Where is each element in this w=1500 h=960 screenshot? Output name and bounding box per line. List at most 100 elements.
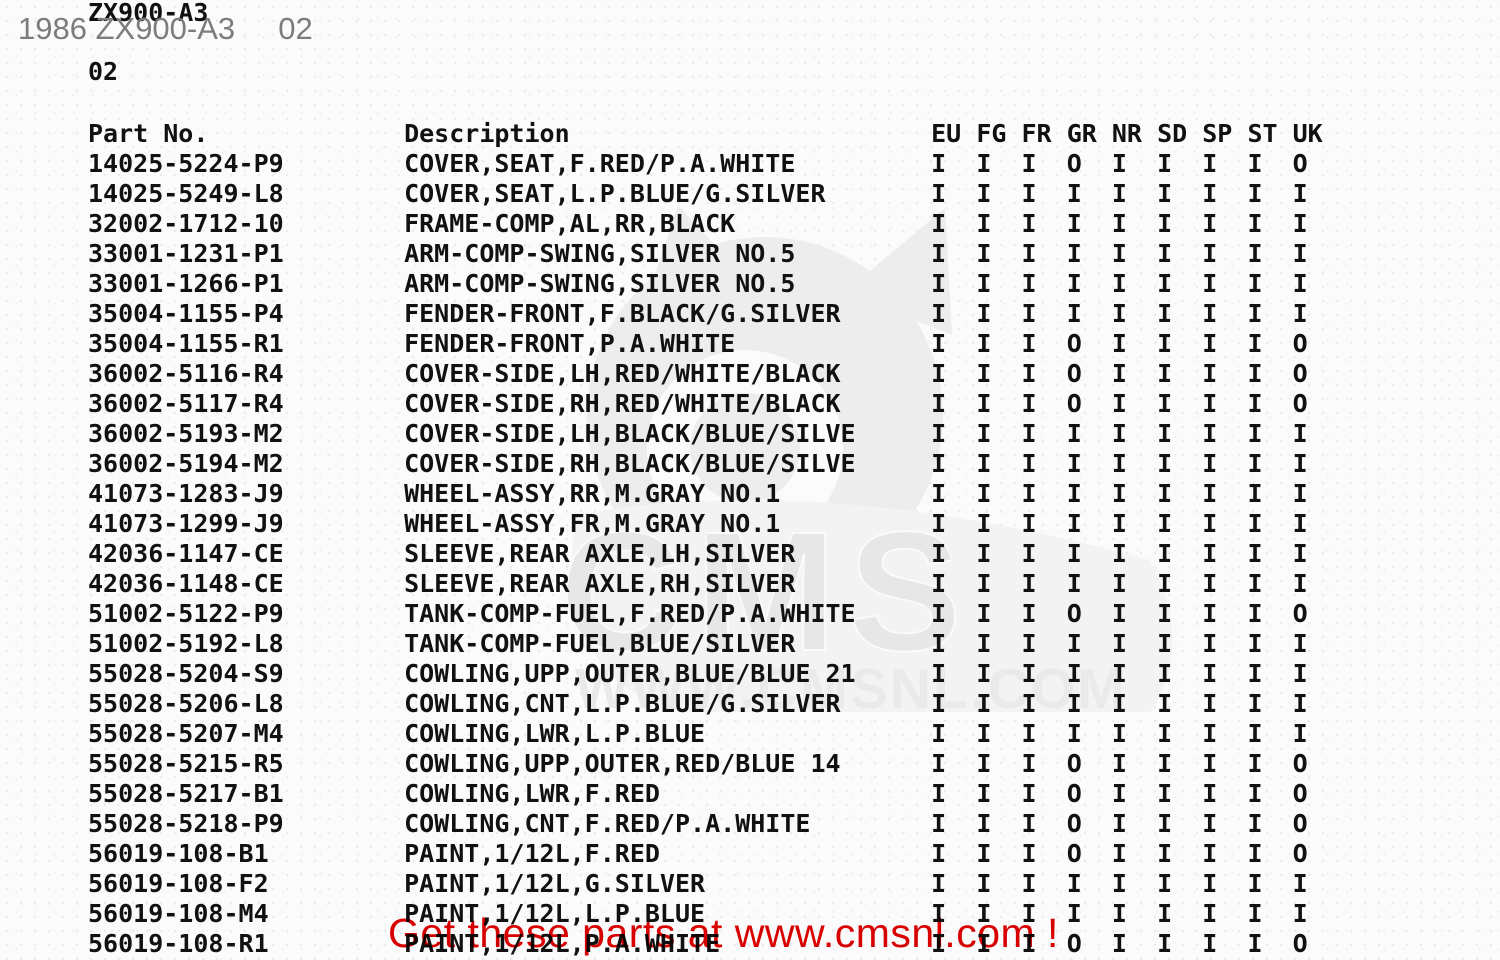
- region-code-header: SP: [1202, 119, 1233, 148]
- description-cell: COVER,SEAT,F.RED/P.A.WHITE: [404, 149, 796, 178]
- description-cell: COVER-SIDE,LH,BLACK/BLUE/SILVE: [404, 419, 856, 448]
- availability-cell: I: [931, 809, 947, 838]
- availability-cell: I: [931, 869, 947, 898]
- part-no-cell: 36002-5193-M2: [88, 419, 284, 448]
- availability-cell: I: [1202, 389, 1218, 418]
- part-no-cell: 33001-1266-P1: [88, 269, 284, 298]
- part-no-cell: 56019-108-F2: [88, 869, 269, 898]
- region-code-header: SD: [1157, 119, 1188, 148]
- availability-cell: I: [1292, 689, 1308, 718]
- availability-cell: I: [931, 269, 947, 298]
- availability-cell: I: [1111, 569, 1127, 598]
- availability-cell: I: [931, 239, 947, 268]
- availability-cell: I: [931, 449, 947, 478]
- availability-cell: I: [1021, 299, 1037, 328]
- availability-cell: I: [1111, 629, 1127, 658]
- page-overlay-caption: 1986 ZX900-A3 02: [18, 11, 313, 46]
- availability-cell: I: [1157, 299, 1173, 328]
- part-no-cell: 41073-1283-J9: [88, 479, 284, 508]
- availability-cell: O: [1066, 809, 1082, 838]
- availability-cell: I: [976, 539, 992, 568]
- availability-cell: I: [1111, 809, 1127, 838]
- description-cell: COVER-SIDE,LH,RED/WHITE/BLACK: [404, 359, 841, 388]
- availability-cell: I: [1021, 839, 1037, 868]
- availability-cell: I: [1247, 389, 1263, 418]
- availability-cell: I: [1202, 299, 1218, 328]
- part-no-cell: 51002-5192-L8: [88, 629, 284, 658]
- availability-cell: I: [1292, 239, 1308, 268]
- availability-cell: I: [1021, 149, 1037, 178]
- availability-cell: I: [976, 839, 992, 868]
- availability-cell: I: [976, 149, 992, 178]
- availability-cell: I: [1157, 209, 1173, 238]
- availability-cell: I: [1021, 749, 1037, 778]
- availability-cell: I: [976, 749, 992, 778]
- availability-cell: I: [1021, 239, 1037, 268]
- availability-cell: I: [931, 149, 947, 178]
- availability-cell: I: [1202, 179, 1218, 208]
- part-no-cell: 14025-5224-P9: [88, 149, 284, 178]
- availability-cell: I: [1202, 539, 1218, 568]
- availability-cell: I: [1202, 899, 1218, 928]
- availability-cell: O: [1292, 839, 1308, 868]
- region-code-header: FR: [1021, 119, 1052, 148]
- availability-cell: I: [1202, 509, 1218, 538]
- availability-cell: I: [1247, 659, 1263, 688]
- availability-cell: I: [1292, 539, 1308, 568]
- availability-cell: I: [1247, 239, 1263, 268]
- availability-cell: I: [1247, 449, 1263, 478]
- part-no-cell: 55028-5215-R5: [88, 749, 284, 778]
- availability-cell: I: [976, 509, 992, 538]
- availability-cell: I: [1202, 269, 1218, 298]
- availability-cell: I: [1021, 689, 1037, 718]
- availability-cell: I: [1202, 599, 1218, 628]
- availability-cell: I: [1111, 599, 1127, 628]
- availability-cell: I: [1157, 779, 1173, 808]
- availability-cell: I: [1066, 179, 1082, 208]
- availability-cell: I: [1111, 689, 1127, 718]
- availability-cell: I: [1202, 209, 1218, 238]
- availability-cell: I: [1202, 689, 1218, 718]
- availability-cell: I: [931, 599, 947, 628]
- availability-cell: I: [976, 659, 992, 688]
- availability-cell: I: [1202, 749, 1218, 778]
- availability-cell: I: [976, 629, 992, 658]
- region-code-header: NR: [1111, 119, 1142, 148]
- availability-cell: I: [1292, 419, 1308, 448]
- availability-cell: I: [1292, 719, 1308, 748]
- availability-cell: O: [1292, 929, 1308, 958]
- availability-cell: I: [1247, 269, 1263, 298]
- part-no-cell: 55028-5204-S9: [88, 659, 284, 688]
- availability-cell: I: [1111, 209, 1127, 238]
- description-cell: WHEEL-ASSY,FR,M.GRAY NO.1: [404, 509, 781, 538]
- table-row: 41073-1299-J9 WHEEL-ASSY,FR,M.GRAY NO.1 …: [88, 509, 1338, 539]
- availability-cell: I: [1157, 599, 1173, 628]
- description-cell: COWLING,LWR,F.RED: [404, 779, 660, 808]
- availability-cell: I: [1157, 629, 1173, 658]
- availability-cell: I: [931, 359, 947, 388]
- availability-cell: I: [1157, 179, 1173, 208]
- availability-cell: I: [1247, 209, 1263, 238]
- availability-cell: I: [1111, 929, 1127, 958]
- availability-cell: I: [931, 899, 947, 928]
- availability-cell: I: [1292, 629, 1308, 658]
- availability-cell: I: [1066, 659, 1082, 688]
- description-cell: COVER-SIDE,RH,BLACK/BLUE/SILVE: [404, 449, 856, 478]
- availability-cell: I: [1066, 449, 1082, 478]
- availability-cell: I: [1157, 749, 1173, 778]
- part-no-cell: 33001-1231-P1: [88, 239, 284, 268]
- table-row: 33001-1231-P1 ARM-COMP-SWING,SILVER NO.5…: [88, 239, 1338, 269]
